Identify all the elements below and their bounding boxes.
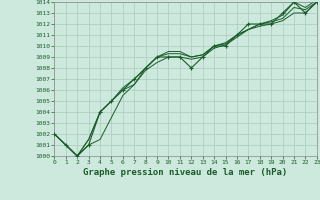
X-axis label: Graphe pression niveau de la mer (hPa): Graphe pression niveau de la mer (hPa): [84, 168, 288, 177]
